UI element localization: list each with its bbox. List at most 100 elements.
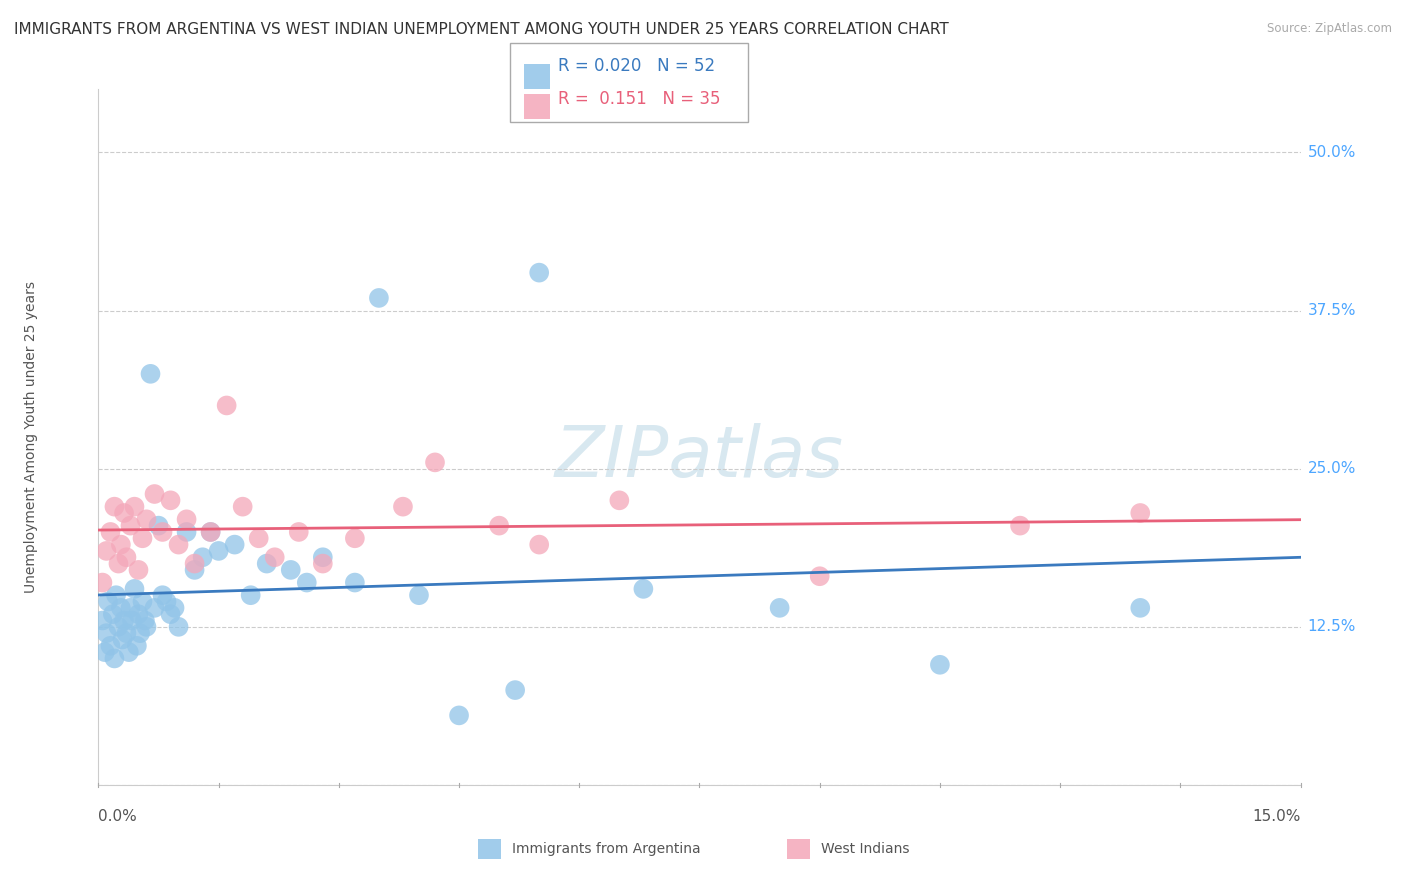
- Point: [808, 569, 831, 583]
- Point: [118, 645, 141, 659]
- Point: [100, 524, 122, 539]
- Text: 25.0%: 25.0%: [1308, 461, 1355, 476]
- Point: [343, 531, 366, 545]
- Point: [167, 620, 190, 634]
- Point: [128, 607, 150, 622]
- Point: [91, 614, 114, 628]
- Point: [94, 645, 117, 659]
- Point: [1008, 518, 1031, 533]
- Point: [503, 683, 526, 698]
- Point: [155, 594, 177, 608]
- Point: [124, 582, 146, 596]
- Point: [125, 639, 148, 653]
- Point: [200, 524, 222, 539]
- Point: [423, 455, 446, 469]
- Text: 15.0%: 15.0%: [1253, 809, 1301, 823]
- Point: [103, 651, 125, 665]
- Point: [263, 550, 285, 565]
- Text: West Indians: West Indians: [821, 842, 910, 856]
- Point: [143, 487, 166, 501]
- Point: [110, 538, 132, 552]
- Point: [101, 607, 124, 622]
- Point: [143, 600, 166, 615]
- Point: [115, 550, 138, 565]
- Point: [107, 620, 129, 634]
- Point: [368, 291, 391, 305]
- Point: [120, 600, 142, 615]
- Point: [208, 544, 231, 558]
- Point: [183, 557, 205, 571]
- Point: [609, 493, 631, 508]
- Text: R = 0.020   N = 52: R = 0.020 N = 52: [558, 57, 716, 75]
- Point: [112, 614, 135, 628]
- Point: [287, 524, 309, 539]
- Point: [408, 588, 430, 602]
- Text: 0.0%: 0.0%: [98, 809, 138, 823]
- Text: IMMIGRANTS FROM ARGENTINA VS WEST INDIAN UNEMPLOYMENT AMONG YOUTH UNDER 25 YEARS: IMMIGRANTS FROM ARGENTINA VS WEST INDIAN…: [14, 22, 949, 37]
- Text: Unemployment Among Youth under 25 years: Unemployment Among Youth under 25 years: [24, 281, 38, 593]
- Text: 50.0%: 50.0%: [1308, 145, 1355, 160]
- Point: [176, 512, 198, 526]
- Point: [280, 563, 302, 577]
- Point: [929, 657, 952, 672]
- Point: [191, 550, 214, 565]
- Text: 12.5%: 12.5%: [1308, 619, 1355, 634]
- Point: [200, 524, 222, 539]
- Point: [121, 614, 143, 628]
- Text: Source: ZipAtlas.com: Source: ZipAtlas.com: [1267, 22, 1392, 36]
- Point: [159, 607, 181, 622]
- Point: [247, 531, 270, 545]
- Point: [167, 538, 190, 552]
- Point: [633, 582, 655, 596]
- Point: [295, 575, 318, 590]
- Point: [159, 493, 181, 508]
- Point: [120, 518, 142, 533]
- Point: [135, 620, 157, 634]
- Point: [91, 575, 114, 590]
- Point: [112, 506, 135, 520]
- Point: [103, 500, 125, 514]
- Point: [529, 538, 551, 552]
- Point: [232, 500, 254, 514]
- Point: [224, 538, 246, 552]
- Point: [131, 594, 153, 608]
- Point: [256, 557, 278, 571]
- Point: [1129, 506, 1152, 520]
- Point: [183, 563, 205, 577]
- Point: [139, 367, 162, 381]
- Point: [163, 600, 186, 615]
- Text: R =  0.151   N = 35: R = 0.151 N = 35: [558, 90, 721, 108]
- Point: [148, 518, 170, 533]
- Point: [111, 632, 134, 647]
- Point: [529, 266, 551, 280]
- Point: [124, 500, 146, 514]
- Point: [343, 575, 366, 590]
- Point: [100, 639, 122, 653]
- Point: [392, 500, 415, 514]
- Text: Immigrants from Argentina: Immigrants from Argentina: [512, 842, 700, 856]
- Point: [312, 557, 335, 571]
- Point: [312, 550, 335, 565]
- Point: [768, 600, 790, 615]
- Text: 37.5%: 37.5%: [1308, 303, 1355, 318]
- Point: [488, 518, 510, 533]
- Point: [96, 626, 118, 640]
- Point: [1129, 600, 1152, 615]
- Point: [152, 588, 174, 602]
- Point: [97, 594, 120, 608]
- Point: [115, 626, 138, 640]
- Point: [134, 614, 156, 628]
- Point: [131, 531, 153, 545]
- Point: [239, 588, 262, 602]
- Point: [135, 512, 157, 526]
- Point: [107, 557, 129, 571]
- Text: ZIPatlas: ZIPatlas: [555, 424, 844, 492]
- Point: [105, 588, 128, 602]
- Point: [96, 544, 118, 558]
- Point: [447, 708, 470, 723]
- Point: [215, 399, 238, 413]
- Point: [152, 524, 174, 539]
- Point: [129, 626, 152, 640]
- Point: [176, 524, 198, 539]
- Point: [110, 600, 132, 615]
